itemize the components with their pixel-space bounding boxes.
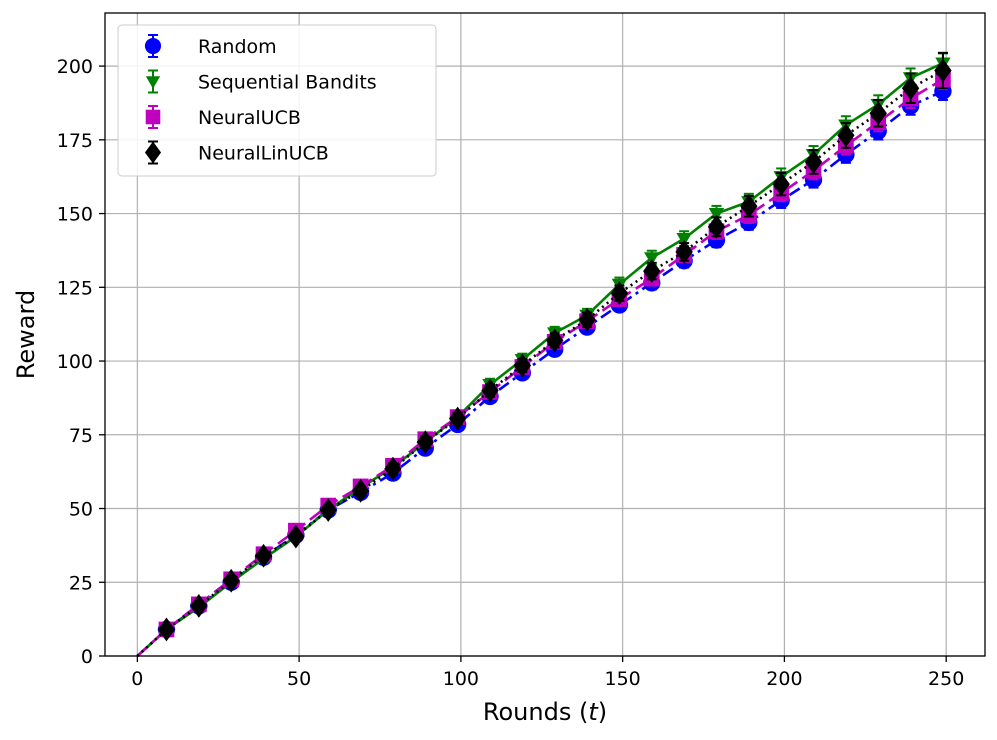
data-point [481,378,499,403]
legend-marker [145,76,161,89]
y-tick-label: 125 [57,277,93,299]
data-point [351,478,370,503]
legend-marker [145,109,161,125]
x-tick-label: 250 [928,668,964,690]
data-point [448,406,467,431]
legend: Random Sequential Bandits NeuralUCB NeuralL… [117,24,437,177]
data-point [578,307,596,332]
legend-entry: NeuralLinUCB [144,140,329,165]
legend-entry: Sequential Bandits [145,69,377,94]
data-point [644,252,660,266]
data-point [157,617,176,642]
data-point [675,240,693,264]
x-axis-label: Rounds (t) [483,698,607,726]
legend-box [117,24,437,177]
legend-marker [144,37,162,55]
data-point [416,430,434,455]
data-point [740,194,758,219]
x-tick-label: 200 [766,668,802,690]
data-point [254,543,273,568]
x-tick-label: 150 [605,668,641,690]
x-tick-label: 50 [287,668,311,690]
legend-label: Sequential Bandits [198,72,377,94]
grid [105,13,985,657]
data-point [869,101,887,126]
x-axis-label-close: ) [598,698,607,726]
data-point [676,233,692,247]
data-point [546,328,564,353]
data-point [190,593,208,618]
data-point [222,568,240,593]
y-tick-label: 200 [57,56,93,78]
y-tick-label: 175 [57,130,93,152]
data-point [319,498,337,522]
data-point [643,259,661,283]
series-3 [136,51,952,657]
data-point [934,58,952,83]
legend-entry: Random [144,34,277,58]
y-tick-label: 75 [69,425,93,447]
data-point [708,207,725,222]
plot-frame [104,12,986,657]
data-point [772,172,790,196]
legend-label: NeuralLinUCB [198,143,329,165]
legend-entry: NeuralUCB [145,105,301,129]
y-tick-label: 100 [57,351,93,373]
data-point [804,150,823,174]
ticks: 0 50 100 150 200 250 0 25 50 75 100 125 150 175 200 [57,56,965,690]
legend-marker [144,141,162,164]
y-tick-label: 0 [81,646,93,668]
y-tick-label: 25 [69,572,93,594]
x-axis-label-variable: t [588,698,599,726]
data-point [384,456,402,481]
legend-label: Random [198,36,277,58]
x-axis-label-text: Rounds ( [483,698,588,726]
legend-label: NeuralUCB [198,107,301,129]
x-tick-label: 0 [131,668,143,690]
data-point [513,353,532,378]
y-tick-label: 50 [69,499,93,521]
x-tick-label: 100 [443,668,479,690]
series-layer [136,51,952,657]
y-tick-label: 150 [57,204,93,226]
data-point [837,123,855,148]
data-point [610,281,629,306]
data-point [901,76,920,101]
data-point [287,524,305,549]
data-point [707,214,726,239]
y-axis-label: Reward [12,290,40,379]
